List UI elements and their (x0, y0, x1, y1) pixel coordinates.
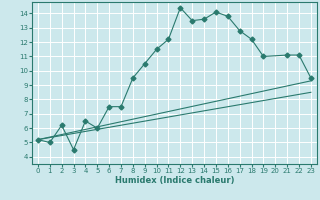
X-axis label: Humidex (Indice chaleur): Humidex (Indice chaleur) (115, 176, 234, 185)
